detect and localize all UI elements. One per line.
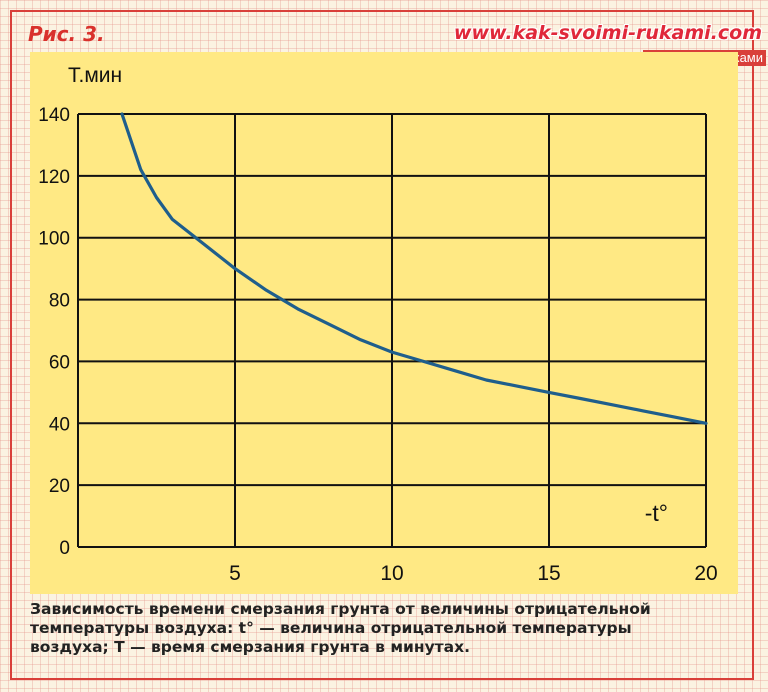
freezing-time-curve (120, 112, 708, 425)
freezing-time-chart: 0 20 40 60 80 100 120 140 5 10 15 20 Т.мин -t° (38, 64, 717, 585)
grid (77, 113, 707, 548)
y-tick-label: 40 (49, 414, 70, 435)
y-tick-label: 20 (49, 476, 70, 497)
y-tick-label: 60 (49, 352, 70, 373)
y-axis-title: Т.мин (68, 64, 122, 87)
y-tick-label: 100 (38, 229, 70, 250)
y-tick-label: 120 (38, 167, 70, 188)
figure-caption: Зависимость времени смерзания грунта от … (30, 600, 750, 657)
caption-line: Зависимость времени смерзания грунта от … (30, 600, 651, 618)
x-tick-label: 5 (229, 562, 241, 585)
y-tick-label: 0 (59, 538, 70, 559)
x-tick-label: 10 (380, 562, 403, 585)
chart-panel: 0 20 40 60 80 100 120 140 5 10 15 20 Т.мин -t° (30, 52, 738, 594)
figure-label: Рис. 3. (28, 22, 105, 46)
x-axis-title: -t° (645, 500, 668, 526)
curve-layer (120, 112, 708, 425)
labels: 0 20 40 60 80 100 120 140 5 10 15 20 Т.мин -t° (38, 64, 717, 585)
x-tick-label: 15 (537, 562, 560, 585)
y-tick-label: 80 (49, 291, 70, 312)
watermark-url[interactable]: www.kak-svoimi-rukami.com (453, 22, 762, 44)
caption-line: температуры воздуха: t° — величина отриц… (30, 619, 632, 637)
caption-line: воздуха; T — время смерзания грунта в ми… (30, 638, 471, 656)
figure-frame (10, 10, 754, 680)
x-tick-label: 20 (694, 562, 717, 585)
y-tick-label: 140 (38, 105, 70, 126)
